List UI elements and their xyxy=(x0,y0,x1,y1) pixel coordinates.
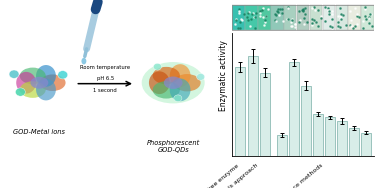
Text: This approach: This approach xyxy=(222,163,259,188)
Ellipse shape xyxy=(174,74,201,91)
Circle shape xyxy=(153,63,161,70)
Ellipse shape xyxy=(16,72,36,94)
Bar xyxy=(297,5,309,30)
Ellipse shape xyxy=(20,68,46,84)
Bar xyxy=(361,133,371,156)
Ellipse shape xyxy=(40,74,65,91)
Bar xyxy=(361,5,374,30)
Ellipse shape xyxy=(36,65,56,87)
Text: GOD-Metal ions: GOD-Metal ions xyxy=(13,129,65,135)
Ellipse shape xyxy=(20,81,46,98)
Bar xyxy=(336,5,348,30)
Bar xyxy=(323,5,335,30)
Ellipse shape xyxy=(170,64,191,87)
Ellipse shape xyxy=(81,58,86,64)
Bar xyxy=(310,5,322,30)
Ellipse shape xyxy=(153,67,180,84)
Text: The reference methods: The reference methods xyxy=(264,163,324,188)
Ellipse shape xyxy=(30,77,48,89)
Bar xyxy=(349,5,361,30)
Bar xyxy=(301,86,311,156)
Bar xyxy=(235,67,245,156)
Ellipse shape xyxy=(170,79,191,101)
Bar xyxy=(271,5,284,30)
Ellipse shape xyxy=(36,79,56,100)
Ellipse shape xyxy=(153,81,180,99)
Text: Free enzyme: Free enzyme xyxy=(206,163,240,188)
Bar xyxy=(337,121,347,156)
Text: Phosphorescent
GOD-QDs: Phosphorescent GOD-QDs xyxy=(147,140,200,153)
Ellipse shape xyxy=(142,62,204,103)
Text: 1 second: 1 second xyxy=(93,88,117,93)
Ellipse shape xyxy=(149,71,170,94)
Circle shape xyxy=(197,74,205,80)
Bar xyxy=(277,135,287,156)
Bar xyxy=(349,128,359,156)
Circle shape xyxy=(15,88,25,96)
Text: Enzymatic activity: Enzymatic activity xyxy=(219,40,228,111)
Bar xyxy=(248,56,258,156)
Ellipse shape xyxy=(164,77,183,89)
Circle shape xyxy=(9,70,19,78)
Text: pH 6.5: pH 6.5 xyxy=(97,77,114,81)
Bar xyxy=(325,117,335,156)
Bar xyxy=(284,5,296,30)
Bar xyxy=(245,5,258,30)
Circle shape xyxy=(174,95,182,102)
Bar xyxy=(260,73,270,156)
Bar xyxy=(313,114,323,156)
Text: Room temperature: Room temperature xyxy=(80,65,130,70)
Bar xyxy=(258,5,271,30)
Bar xyxy=(232,5,245,30)
Bar xyxy=(289,62,299,156)
Circle shape xyxy=(58,71,68,79)
